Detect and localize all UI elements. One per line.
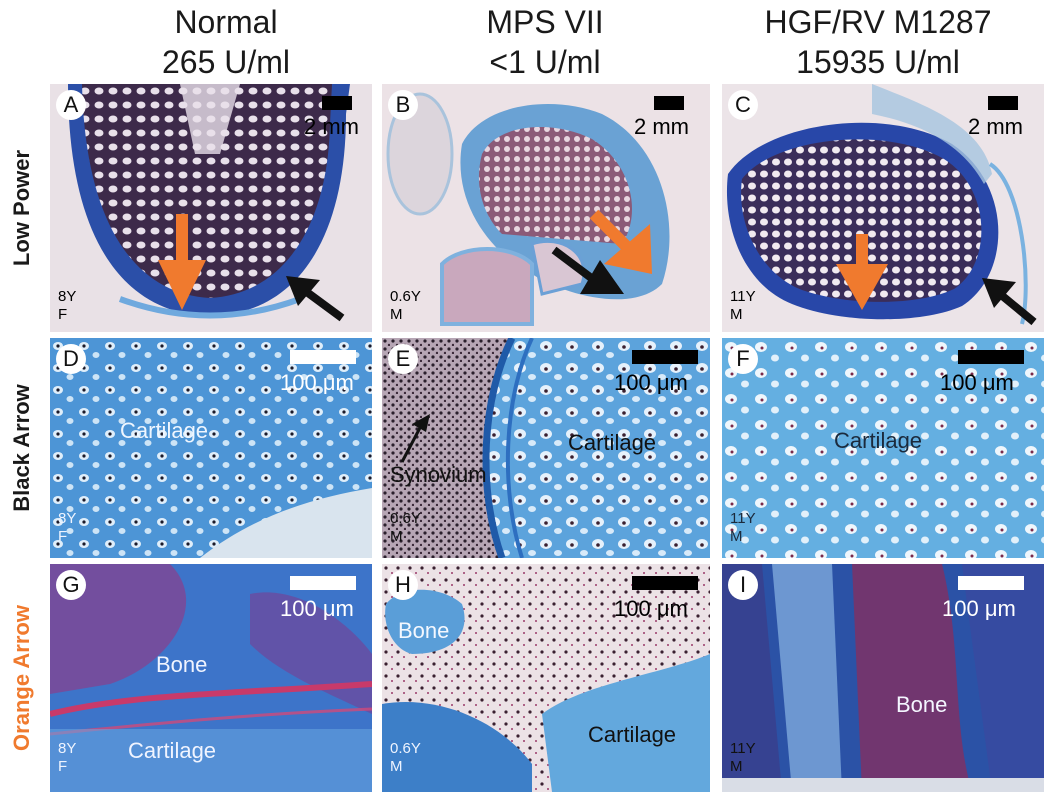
scale-bar [988,96,1018,110]
bone-cartilage-micrograph [50,564,372,792]
panel-f-hgf-rv-black-arrow: F 100 μm Cartilage 11Y M [722,338,1044,558]
tissue-label-bone: Bone [896,692,948,717]
panel-c-hgf-rv-low-power: C 2 mm 11Y M [722,84,1044,332]
panel-letter: D [56,344,86,374]
cartilage-synovium-micrograph [382,338,710,558]
patient-sex: F [58,528,68,545]
patient-sex: F [58,306,68,323]
column-title: Normal [174,4,278,40]
scale-bar [290,350,356,364]
patient-age: 8Y [58,510,77,527]
scale-bar [632,576,698,590]
panel-letter: C [728,90,758,120]
column-header-normal: Normal 265 U/ml [66,2,386,82]
column-title: MPS VII [486,4,604,40]
orange-arrow-icon [589,209,652,274]
cartilage-micrograph [722,338,1044,558]
patient-sex: M [730,528,743,545]
scale-bar [654,96,684,110]
orange-arrow-icon [158,214,206,310]
panel-e-mps-vii-black-arrow: E 100 μm Cartilage Synovium 0.6Y M [382,338,710,558]
patient-age: 0.6Y [390,740,421,757]
tissue-label-cartilage: Cartilage [834,428,923,453]
bone-micrograph [722,564,1044,792]
scale-bar [958,576,1024,590]
column-header-mps-vii: MPS VII <1 U/ml [385,2,705,82]
patient-sex: M [730,758,743,775]
scale-bar [958,350,1024,364]
patient-age: 8Y [58,740,77,757]
panel-d-normal-black-arrow: D 100 μm Cartilage 8Y F [50,338,372,558]
panel-g-normal-orange-arrow: G 100 μm Bone Cartilage 8Y F [50,564,372,792]
panel-b-mps-vii-low-power: B 2 mm 0.6Y M [382,84,710,332]
black-arrow-icon [982,278,1037,326]
patient-sex: M [390,758,403,775]
column-title: HGF/RV M1287 [764,4,992,40]
scale-bar [632,350,698,364]
black-arrow-icon [286,276,345,322]
bone-cartilage-micrograph [382,564,710,792]
column-activity: 265 U/ml [161,44,291,80]
patient-sex: M [390,528,403,545]
panel-letter: H [388,570,418,600]
panel-letter: B [388,90,418,120]
tissue-label-bone: Bone [398,618,450,643]
panel-letter: I [728,570,758,600]
patient-age: 11Y [730,740,756,757]
column-activity: <1 U/ml [489,44,601,80]
panel-letter: A [56,90,86,120]
scale-bar [322,96,352,110]
column-activity: 15935 U/ml [796,44,960,80]
patient-age: 0.6Y [390,510,421,527]
scale-label: 100 μm [280,596,354,621]
panel-letter: E [388,344,418,374]
patient-age: 0.6Y [390,288,421,305]
panel-letter: F [728,344,758,374]
scale-bar [290,576,356,590]
tissue-label-cartilage: Cartilage [568,430,657,455]
patient-sex: M [730,306,743,323]
tissue-label-synovium: Synovium [390,462,487,487]
patient-age: 11Y [730,288,756,305]
tissue-label-cartilage: Cartilage [588,722,677,747]
scale-label: 100 μm [614,596,688,621]
scale-label: 2 mm [634,114,689,139]
scale-label: 100 μm [614,370,688,395]
row-header-low-power: Low Power [9,149,34,267]
orange-arrow-icon [836,234,888,310]
panel-a-normal-low-power: A 2 mm 8Y F [50,84,372,332]
panel-letter: G [56,570,86,600]
cartilage-micrograph [50,338,372,558]
patient-sex: M [390,306,403,323]
femoral-head-micrograph [726,84,1028,325]
black-arrow-icon [551,246,624,294]
tissue-label-bone: Bone [156,652,208,677]
row-header-orange-arrow: Orange Arrow [9,605,35,751]
scale-label: 2 mm [968,114,1023,139]
patient-age: 8Y [58,288,77,305]
tissue-label-cartilage: Cartilage [120,418,209,443]
row-header-black-arrow: Black Arrow [9,384,35,512]
panel-h-mps-vii-orange-arrow: H 100 μm Bone Cartilage 0.6Y M [382,564,710,792]
patient-age: 11Y [730,510,756,527]
column-header-hgf-rv: HGF/RV M1287 15935 U/ml [718,2,1038,82]
panel-i-hgf-rv-orange-arrow: I 100 μm Bone 11Y M [722,564,1044,792]
scale-label: 100 μm [942,596,1016,621]
scale-label: 2 mm [304,114,359,139]
scale-label: 100 μm [940,370,1014,395]
scale-label: 100 μm [280,370,354,395]
tissue-label-cartilage: Cartilage [128,738,217,763]
synovium-pointer-arrow-icon [400,414,430,463]
patient-sex: F [58,758,68,775]
femoral-head-micrograph [68,84,350,319]
